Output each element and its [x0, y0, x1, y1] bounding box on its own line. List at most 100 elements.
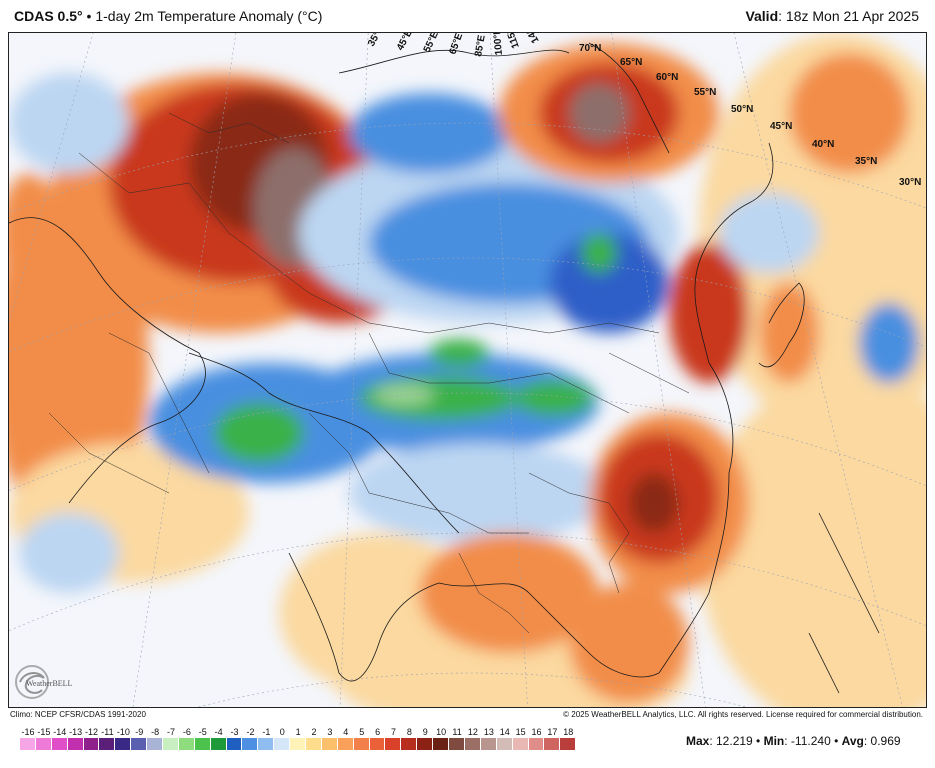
colorbar-cell: 6	[369, 727, 386, 750]
colorbar-swatch	[464, 738, 481, 750]
colorbar-cell: -2	[242, 727, 259, 750]
colorbar-tick-label: -8	[151, 727, 160, 737]
colorbar-cell: -15	[35, 727, 52, 750]
colorbar-tick-label: 2	[311, 727, 317, 737]
colorbar-cell: -8	[147, 727, 164, 750]
anomaly-field	[9, 33, 926, 707]
max-label: Max	[686, 734, 710, 748]
valid-value: : 18z Mon 21 Apr 2025	[778, 8, 919, 24]
colorbar-cell: 0	[274, 727, 291, 750]
lat-label-35: 35°N	[855, 156, 877, 167]
lat-label-45: 45°N	[770, 121, 792, 132]
colorbar-swatch	[178, 738, 195, 750]
colorbar-swatch	[385, 738, 402, 750]
stats-sep-2: •	[830, 734, 842, 748]
stats-summary: Max: 12.219 • Min: -11.240 • Avg: 0.969	[686, 734, 901, 748]
colorbar-tick-label: -14	[53, 727, 67, 737]
colorbar-cell: -1	[258, 727, 275, 750]
colorbar-tick-label: -16	[21, 727, 35, 737]
colorbar-swatch	[369, 738, 386, 750]
colorbar-tick-label: 18	[563, 727, 574, 737]
colorbar-tick-label: 17	[547, 727, 558, 737]
colorbar-cell: -5	[194, 727, 211, 750]
lat-label-55: 55°N	[694, 87, 716, 98]
colorbar-tick-label: 7	[390, 727, 396, 737]
colorbar-tick-label: 12	[467, 727, 478, 737]
lat-label-40: 40°N	[812, 139, 834, 150]
colorbar-cell: 4	[337, 727, 354, 750]
colorbar-cell: 16	[528, 727, 545, 750]
colorbar-swatch	[512, 738, 529, 750]
colorbar-cell: -14	[51, 727, 68, 750]
colorbar-cell: 17	[544, 727, 561, 750]
min-value: : -11.240	[784, 734, 831, 748]
valid-label: Valid	[745, 8, 779, 24]
borders	[48, 112, 690, 634]
colorbar-cell: -12	[83, 727, 100, 750]
colorbar-cell: -13	[67, 727, 84, 750]
colorbar-swatch	[480, 738, 497, 750]
latitude-labels: 70°N 65°N 60°N 55°N 50°N 45°N 40°N 35°N …	[579, 43, 921, 188]
colorbar-tick-label: -11	[101, 727, 114, 737]
colorbar-cell: 12	[464, 727, 481, 750]
colorbar-cell: -16	[20, 727, 36, 750]
min-label: Min	[763, 734, 785, 748]
temperature-anomaly-map: 70°N 65°N 60°N 55°N 50°N 45°N 40°N 35°N …	[8, 32, 927, 708]
colorbar-tick-label: 14	[499, 727, 510, 737]
map-title: CDAS 0.5° • 1-day 2m Temperature Anomaly…	[14, 8, 322, 24]
colorbar-swatch	[528, 738, 545, 750]
colorbar-swatch	[544, 738, 561, 750]
lat-label-70: 70°N	[579, 43, 601, 54]
valid-time: Valid: 18z Mon 21 Apr 2025	[745, 8, 919, 24]
lat-label-65: 65°N	[620, 57, 642, 68]
weatherbell-swirl-icon: WeatherBELL	[15, 665, 73, 699]
colorbar-cell: 14	[496, 727, 513, 750]
graticule	[9, 33, 926, 707]
colorbar-swatch	[274, 738, 291, 750]
footer-bar: Climo: NCEP CFSR/CDAS 1991-2020 © 2025 W…	[0, 708, 935, 768]
colorbar-cell: 11	[449, 727, 465, 750]
copyright-note: © 2025 WeatherBELL Analytics, LLC. All r…	[563, 710, 923, 719]
colorbar-tick-label: -7	[167, 727, 176, 737]
product-name: 1-day 2m Temperature Anomaly (°C)	[95, 8, 323, 24]
colorbar-swatch	[290, 738, 307, 750]
colorbar-swatch	[51, 738, 68, 750]
colorbar-tick-label: -3	[230, 727, 239, 737]
colorbar-swatch	[560, 738, 577, 750]
colorbar-cell: 3	[321, 727, 338, 750]
colorbar-tick-label: 10	[436, 727, 447, 737]
colorbar-tick-label: 4	[343, 727, 349, 737]
colorbar-swatch	[35, 738, 52, 750]
colorbar-tick-label: 16	[531, 727, 542, 737]
colorbar-swatch	[306, 738, 322, 750]
model-name: CDAS 0.5	[14, 8, 78, 24]
colorbar-swatch	[147, 738, 164, 750]
colorbar-swatch	[67, 738, 84, 750]
colorbar-cell: -10	[115, 727, 132, 750]
colorbar-swatch	[449, 738, 465, 750]
colorbar-tick-label: 9	[422, 727, 428, 737]
colorbar-tick-label: -10	[116, 727, 130, 737]
colorbar-tick-label: 15	[515, 727, 526, 737]
colorbar-swatch	[210, 738, 227, 750]
colorbar-swatch	[417, 738, 434, 750]
colorbar-swatch	[131, 738, 148, 750]
colorbar-cell: -4	[210, 727, 227, 750]
colorbar-tick-label: 8	[406, 727, 412, 737]
lat-label-50: 50°N	[731, 104, 753, 115]
colorbar-cell: 10	[433, 727, 450, 750]
logo-text: WeatherBELL	[26, 679, 73, 688]
colorbar-swatch	[226, 738, 243, 750]
colorbar-swatch	[194, 738, 211, 750]
colorbar-cell: 2	[306, 727, 322, 750]
colorbar-cell: -3	[226, 727, 243, 750]
colorbar-tick-label: 11	[452, 727, 462, 737]
colorbar-tick-label: 6	[375, 727, 381, 737]
colorbar-tick-label: 13	[483, 727, 494, 737]
weatherbell-logo: WeatherBELL	[12, 662, 96, 702]
colorbar-tick-label: 0	[279, 727, 285, 737]
lon-label-85: 85°E	[473, 34, 488, 58]
colorbar-tick-label: -13	[69, 727, 83, 737]
avg-label: Avg	[841, 734, 864, 748]
colorbar-swatch	[496, 738, 513, 750]
